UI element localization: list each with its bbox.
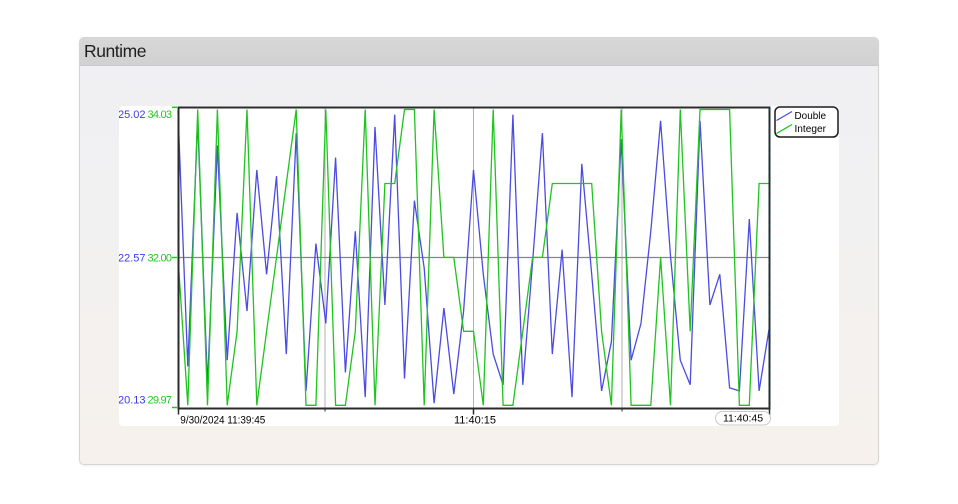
svg-text:20.13: 20.13 [119, 394, 146, 406]
svg-text:Double: Double [795, 110, 827, 122]
svg-text:22.57: 22.57 [119, 252, 146, 264]
svg-text:34.03: 34.03 [148, 109, 173, 121]
svg-text:11:40:45: 11:40:45 [723, 413, 763, 425]
svg-text:29.97: 29.97 [148, 394, 173, 406]
svg-text:32.00: 32.00 [148, 252, 173, 264]
svg-text:9/30/2024 11:39:45: 9/30/2024 11:39:45 [180, 414, 265, 426]
svg-text:25.02: 25.02 [119, 109, 146, 121]
svg-text:Integer: Integer [795, 123, 827, 135]
svg-text:11:40:15: 11:40:15 [454, 414, 496, 426]
